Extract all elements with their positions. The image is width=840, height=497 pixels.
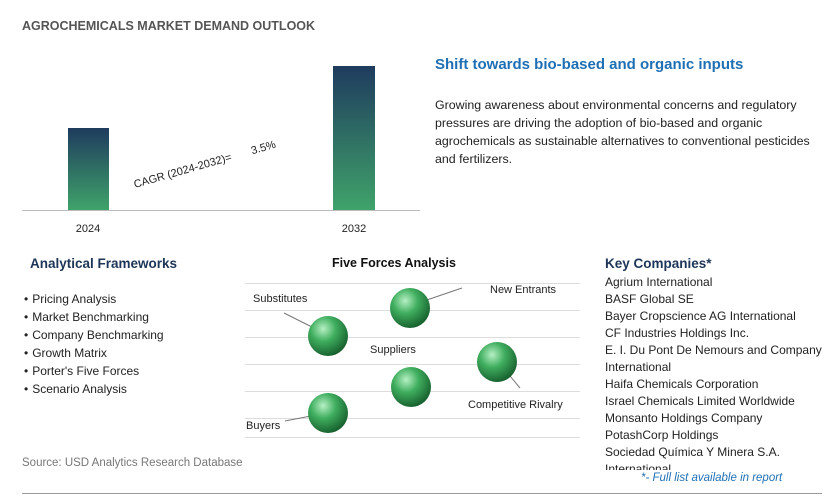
cagr-value: 3.5% [250,139,278,158]
list-item: Monsanto Holdings Company [605,410,825,427]
sphere [308,316,348,356]
force-label: Suppliers [370,344,416,356]
list-item: Sociedad Química Y Minera S.A. Internati… [605,444,825,470]
x-label: 2024 [76,223,100,235]
item-text: E. I. Du Pont De Nemours and Company Int… [605,343,822,374]
item-text: BASF Global SE [605,292,694,306]
sphere [390,288,430,328]
list-item: E. I. Du Pont De Nemours and Company Int… [605,342,825,376]
forces-title: Five Forces Analysis [332,256,456,270]
frameworks-title: Analytical Frameworks [30,256,178,271]
item-text: Market Benchmarking [32,310,149,324]
item-text: Company Benchmarking [32,328,164,342]
bullet: • [24,292,29,306]
bar-2024 [68,128,109,210]
source: Source: USD Analytics Research Database [22,457,243,469]
force-label: Substitutes [253,293,308,305]
list-item: • Company Benchmarking [24,326,164,344]
item-text: Monsanto Holdings Company [605,411,763,425]
list-item: • Market Benchmarking [24,308,164,326]
list-item: • Pricing Analysis [24,290,164,308]
frameworks-list: • Pricing Analysis • Market Benchmarking • Co… [24,290,164,398]
bullet: • [24,346,29,360]
item-text: Agrium International [605,275,713,289]
list-item: • Porter's Five Forces [24,362,164,380]
cagr: CAGR (2024-2032)= 3.5% [133,139,278,191]
item-text: CF Industries Holdings Inc. [605,326,750,340]
list-item: Bayer Cropscience AG International [605,308,825,325]
list-item: • Growth Matrix [24,344,164,362]
item-text: PotashCorp Holdings [605,428,719,442]
page-title: AGROCHEMICALS MARKET DEMAND OUTLOOK [22,19,316,33]
companies-list: Agrium International BASF Global SE Bayer … [605,274,825,470]
item-text: Sociedad Química Y Minera S.A. Internati… [605,445,780,470]
item-text: Scenario Analysis [32,382,127,396]
sphere [308,393,348,433]
bullet: • [24,310,29,324]
companies-box: Agrium International BASF Global SE Bayer … [605,274,825,470]
list-item: • Scenario Analysis [24,380,164,398]
companies-note: *- Full list available in report [641,472,783,484]
force-label: New Entrants [490,284,557,296]
force-label: Buyers [246,420,281,432]
item-text: Pricing Analysis [32,292,117,306]
list-item: Haifa Chemicals Corporation [605,376,825,393]
cagr-label: CAGR (2024-2032)= [133,151,234,190]
companies-title: Key Companies* [605,256,712,271]
item-text: Israel Chemicals Limited Worldwide [605,394,795,408]
list-item: CF Industries Holdings Inc. [605,325,825,342]
item-text: Bayer Cropscience AG International [605,309,796,323]
highlight-title: Shift towards bio-based and organic inpu… [435,56,744,73]
bar-2032 [333,66,375,210]
list-item: Agrium International [605,274,825,291]
list-item: BASF Global SE [605,291,825,308]
item-text: Haifa Chemicals Corporation [605,377,759,391]
bullet: • [24,328,29,342]
sphere [391,367,431,407]
bullet: • [24,382,29,396]
sphere [477,342,517,382]
force-label: Competitive Rivalry [468,399,563,411]
item-text: Growth Matrix [32,346,107,360]
item-text: Porter's Five Forces [32,364,140,378]
highlight-body: Growing awareness about environmental co… [435,98,810,166]
bullet: • [24,364,29,378]
list-item: Israel Chemicals Limited Worldwide [605,393,825,410]
x-label: 2032 [342,223,366,235]
list-item: PotashCorp Holdings [605,427,825,444]
